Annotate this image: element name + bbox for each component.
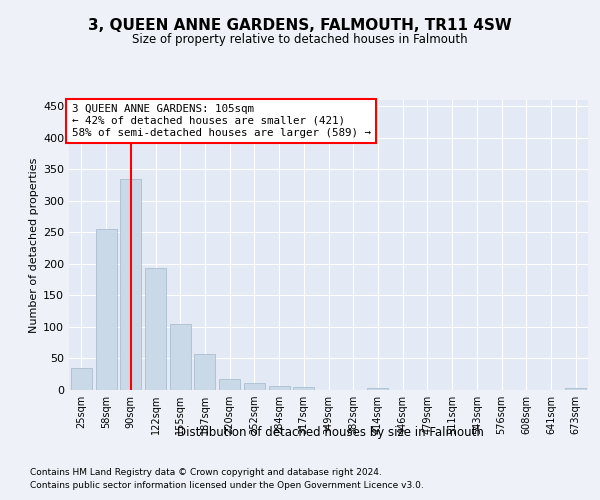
- Bar: [565, 388, 586, 390]
- Bar: [71, 368, 92, 390]
- Text: 3, QUEEN ANNE GARDENS, FALMOUTH, TR11 4SW: 3, QUEEN ANNE GARDENS, FALMOUTH, TR11 4S…: [88, 18, 512, 32]
- Bar: [145, 268, 166, 390]
- Text: 3 QUEEN ANNE GARDENS: 105sqm
← 42% of detached houses are smaller (421)
58% of s: 3 QUEEN ANNE GARDENS: 105sqm ← 42% of de…: [71, 104, 371, 138]
- Text: Distribution of detached houses by size in Falmouth: Distribution of detached houses by size …: [176, 426, 484, 439]
- Bar: [367, 388, 388, 390]
- Y-axis label: Number of detached properties: Number of detached properties: [29, 158, 39, 332]
- Bar: [219, 378, 240, 390]
- Bar: [194, 354, 215, 390]
- Bar: [244, 383, 265, 390]
- Text: Contains public sector information licensed under the Open Government Licence v3: Contains public sector information licen…: [30, 482, 424, 490]
- Bar: [269, 386, 290, 390]
- Bar: [170, 324, 191, 390]
- Bar: [120, 179, 141, 390]
- Bar: [293, 388, 314, 390]
- Bar: [95, 229, 116, 390]
- Text: Size of property relative to detached houses in Falmouth: Size of property relative to detached ho…: [132, 32, 468, 46]
- Text: Contains HM Land Registry data © Crown copyright and database right 2024.: Contains HM Land Registry data © Crown c…: [30, 468, 382, 477]
